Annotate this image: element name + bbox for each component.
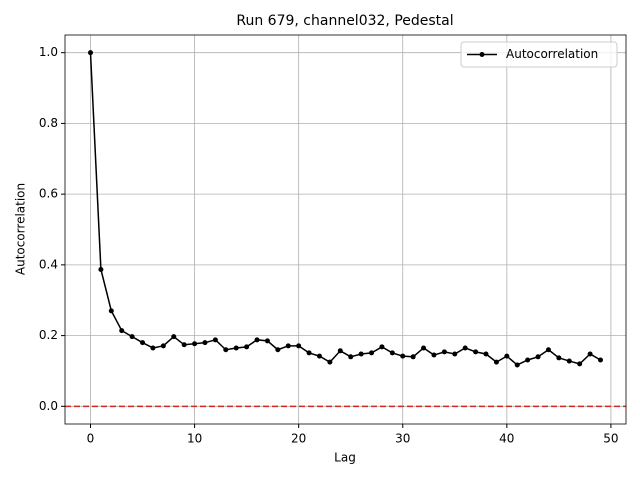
data-point (504, 353, 510, 359)
y-tick-label: 0.4 (39, 257, 58, 271)
data-point (129, 334, 135, 340)
data-point (452, 351, 458, 357)
data-point (379, 344, 385, 350)
legend-box (460, 41, 618, 68)
data-point (421, 345, 427, 351)
x-tick-label: 50 (603, 432, 618, 446)
data-point (140, 340, 146, 346)
data-point (316, 353, 322, 359)
data-point (223, 347, 229, 353)
data-point (483, 351, 489, 357)
chart-title: Run 679, channel032, Pedestal (236, 13, 453, 29)
x-axis-label: Lag (334, 451, 356, 465)
data-point (410, 354, 416, 360)
data-point (473, 349, 479, 355)
data-point (358, 351, 364, 357)
x-tick-label: 0 (87, 432, 95, 446)
data-point (275, 347, 281, 353)
data-point (577, 361, 583, 367)
x-tick-label: 40 (499, 432, 514, 446)
data-line (89, 52, 601, 366)
data-point (150, 345, 156, 351)
data-point (212, 337, 218, 343)
data-point (254, 337, 260, 343)
data-point (462, 345, 468, 351)
data-point (160, 343, 166, 349)
legend-label: Autocorrelation (506, 47, 598, 61)
data-point (181, 342, 187, 348)
x-tick-label: 10 (187, 432, 202, 446)
plot-frame (64, 34, 627, 425)
data-point (108, 308, 114, 314)
data-point (545, 347, 551, 353)
data-point (369, 350, 375, 356)
x-tick-label: 20 (291, 432, 306, 446)
data-point (337, 348, 343, 354)
x-tick-label: 30 (395, 432, 410, 446)
y-tick-label: 0.6 (39, 187, 58, 201)
data-point (264, 338, 270, 344)
legend-marker (479, 52, 485, 57)
data-point (327, 359, 333, 365)
y-axis-label: Autocorrelation (14, 183, 28, 275)
data-point (192, 341, 198, 347)
data-point (296, 343, 302, 349)
data-point (202, 340, 208, 346)
data-point (441, 349, 447, 355)
y-tick-label: 0.0 (39, 399, 58, 413)
y-tick-label: 1.0 (39, 45, 58, 59)
data-point (306, 350, 312, 356)
data-point (566, 358, 572, 364)
data-point (233, 345, 239, 351)
data-point (119, 328, 125, 334)
data-point (348, 354, 354, 360)
data-point (587, 351, 593, 357)
data-point (171, 334, 177, 340)
data-point (514, 362, 520, 368)
y-tick-label: 0.2 (39, 328, 58, 342)
data-point (389, 350, 395, 356)
data-point (285, 343, 291, 349)
data-point (598, 357, 603, 363)
data-point (431, 352, 437, 358)
data-point (493, 359, 499, 365)
data-point (98, 266, 104, 272)
data-point (400, 353, 406, 359)
data-point (244, 344, 250, 350)
data-point (535, 354, 541, 360)
y-tick-label: 0.8 (39, 116, 58, 130)
data-point (556, 355, 562, 361)
data-point (88, 50, 93, 56)
data-point (525, 357, 531, 363)
